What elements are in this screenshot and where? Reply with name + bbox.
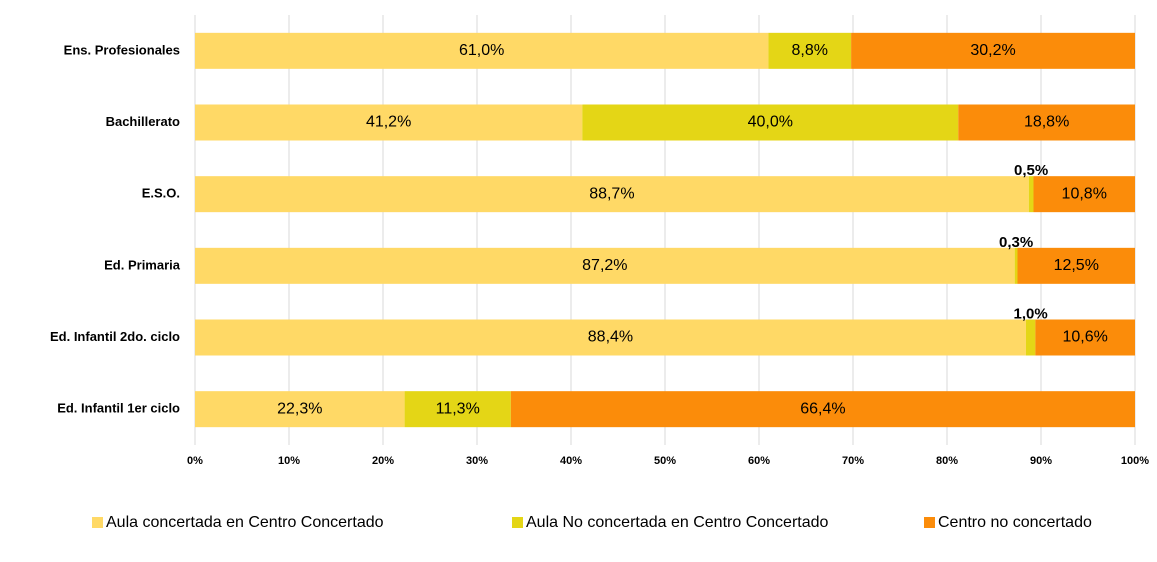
x-tick-label: 20%: [372, 455, 394, 467]
data-label: 66,4%: [800, 400, 845, 417]
legend-label: Centro no concertado: [938, 514, 1092, 531]
x-tick-label: 100%: [1121, 455, 1149, 467]
bar-segment: [195, 176, 1029, 213]
y-tick-label: Bachillerato: [106, 114, 180, 129]
data-label: 18,8%: [1024, 114, 1069, 131]
x-tick-label: 40%: [560, 455, 582, 467]
data-label: 88,7%: [589, 185, 634, 202]
x-tick-label: 10%: [278, 455, 300, 467]
legend-swatch: [924, 517, 935, 528]
data-label: 10,8%: [1062, 185, 1107, 202]
legend-swatch: [92, 517, 103, 528]
legend-label: Aula concertada en Centro Concertado: [106, 514, 384, 531]
bar-segment: [195, 319, 1026, 356]
data-label: 10,6%: [1062, 329, 1107, 346]
bar-segment: [1025, 319, 1036, 356]
x-tick-label: 50%: [654, 455, 676, 467]
data-label: 1,0%: [1014, 305, 1048, 322]
x-tick-label: 90%: [1030, 455, 1052, 467]
bar-segment: [1033, 176, 1135, 213]
bar-segment: [1017, 247, 1135, 284]
x-tick-label: 80%: [936, 455, 958, 467]
bar-segment: [1014, 247, 1018, 284]
bar-segment: [195, 104, 583, 141]
bar-segment: [195, 247, 1015, 284]
legend-swatch: [512, 517, 523, 528]
y-tick-label: Ed. Infantil 2do. ciclo: [50, 329, 180, 344]
bar-segment: [582, 104, 959, 141]
data-label: 30,2%: [970, 42, 1015, 59]
data-label: 8,8%: [792, 42, 828, 59]
data-label: 12,5%: [1054, 257, 1099, 274]
data-label: 87,2%: [582, 257, 627, 274]
data-label: 40,0%: [748, 114, 793, 131]
bar-segment: [404, 391, 511, 428]
bar-segment: [768, 32, 852, 69]
bar-segment: [510, 391, 1136, 428]
bar-segment: [195, 391, 405, 428]
y-tick-label: Ens. Profesionales: [64, 42, 180, 57]
x-tick-label: 70%: [842, 455, 864, 467]
y-tick-label: E.S.O.: [142, 186, 180, 201]
legend-label: Aula No concertada en Centro Concertado: [526, 514, 829, 531]
bar-segment: [195, 32, 769, 69]
data-label: 0,5%: [1014, 162, 1048, 179]
x-tick-label: 0%: [187, 455, 203, 467]
data-label: 22,3%: [277, 400, 322, 417]
x-tick-label: 30%: [466, 455, 488, 467]
data-label: 61,0%: [459, 42, 504, 59]
bar-segment: [1028, 176, 1034, 213]
bar-segment: [1035, 319, 1135, 356]
data-label: 0,3%: [999, 234, 1033, 251]
x-tick-label: 60%: [748, 455, 770, 467]
bar-segment: [851, 32, 1135, 69]
bar-segment: [958, 104, 1135, 141]
data-label: 41,2%: [366, 114, 411, 131]
y-tick-label: Ed. Primaria: [104, 257, 181, 272]
y-tick-label: Ed. Infantil 1er ciclo: [57, 401, 180, 416]
data-label: 11,3%: [436, 400, 480, 417]
data-label: 88,4%: [588, 329, 633, 346]
